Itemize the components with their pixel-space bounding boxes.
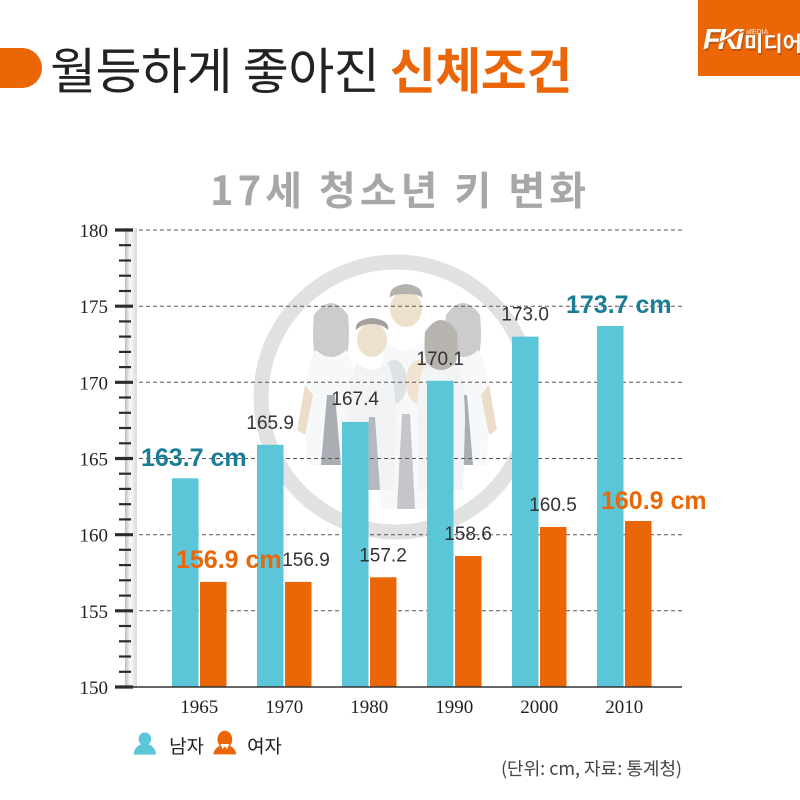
svg-text:150: 150 [80,678,109,699]
svg-text:173.7 cm: 173.7 cm [566,291,672,319]
svg-text:160: 160 [80,526,109,547]
svg-text:165.9: 165.9 [246,413,294,434]
svg-text:163.7 cm: 163.7 cm [141,444,247,472]
svg-text:156.9 cm: 156.9 cm [176,546,282,574]
svg-text:155: 155 [80,602,109,623]
svg-text:160.5: 160.5 [529,495,577,516]
svg-text:170.1: 170.1 [416,349,464,370]
svg-text:173.0: 173.0 [501,305,549,326]
svg-text:1990: 1990 [435,697,473,718]
svg-text:158.6: 158.6 [444,524,492,545]
svg-text:(단위: cm, 자료: 통계청): (단위: cm, 자료: 통계청) [501,755,682,781]
svg-text:여자: 여자 [247,732,282,759]
svg-text:165: 165 [80,450,109,471]
svg-text:2000: 2000 [520,697,558,718]
svg-text:156.9: 156.9 [282,550,330,571]
svg-text:1980: 1980 [350,697,388,718]
svg-text:170: 170 [80,373,109,394]
svg-text:167.4: 167.4 [331,389,379,410]
svg-text:175: 175 [80,297,109,318]
svg-text:160.9 cm: 160.9 cm [601,487,707,515]
svg-text:2010: 2010 [605,697,643,718]
svg-text:1965: 1965 [180,697,218,718]
svg-text:157.2: 157.2 [359,545,407,566]
svg-text:180: 180 [80,221,109,242]
svg-text:남자: 남자 [169,732,204,759]
svg-text:1970: 1970 [265,697,303,718]
